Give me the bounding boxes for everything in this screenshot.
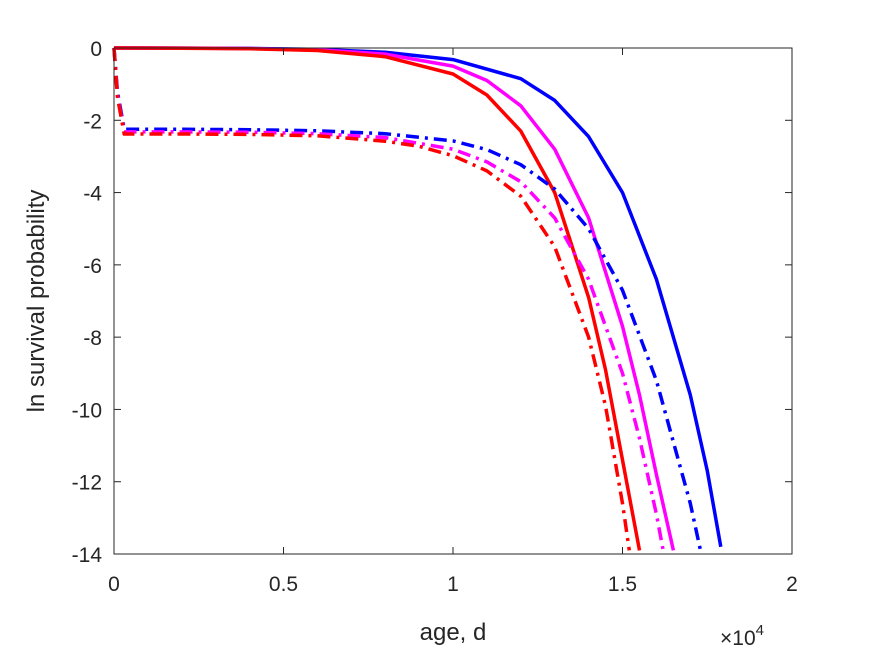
- x-multiplier-exponent: 4: [756, 622, 764, 639]
- series-line-6-dashdot: [112, 47, 632, 551]
- y-axis-label: ln survival probability: [23, 190, 50, 413]
- series-line-5-dashdot: [112, 47, 665, 551]
- x-axis-label: age, d: [420, 619, 487, 646]
- plot-area: [114, 48, 792, 554]
- x-tick-label: 2: [786, 573, 798, 596]
- x-tick-label: 1.5: [608, 573, 637, 596]
- x-tick-label: 0.5: [269, 573, 298, 596]
- y-tick-label: -12: [72, 472, 102, 495]
- x-multiplier-base: ×10: [720, 627, 756, 650]
- y-tick-label: 0: [90, 38, 102, 61]
- y-tick-label: -10: [72, 399, 102, 422]
- x-tick-label: 0: [108, 573, 120, 596]
- y-tick-label: -8: [83, 327, 102, 350]
- y-tick-label: -14: [72, 544, 103, 567]
- series-layer: [112, 46, 723, 551]
- series-line-4-dashdot: [112, 47, 703, 551]
- x-tick-label: 1: [447, 573, 459, 596]
- x-multiplier-label: ×104: [720, 622, 764, 650]
- series-line-3-solid: [113, 46, 642, 551]
- y-tick-label: -4: [83, 183, 102, 206]
- y-tick-label: -6: [83, 255, 102, 278]
- tick-layer: 0 0.5 1 1.5 2 0 -2 -4 -6 -8 -10 -12 -14: [72, 38, 798, 596]
- y-tick-label: -2: [83, 110, 102, 133]
